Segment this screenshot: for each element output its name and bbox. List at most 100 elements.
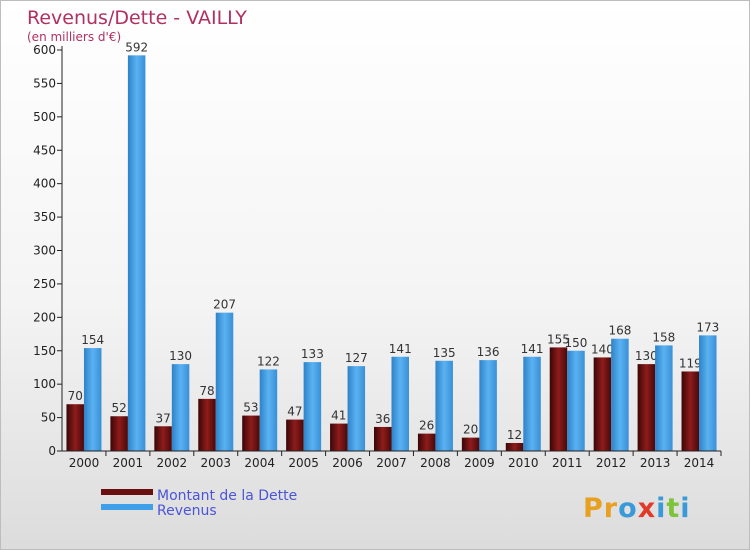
bar-revenus xyxy=(435,360,453,451)
y-tick-label: 450 xyxy=(33,143,56,157)
bar-revenus xyxy=(347,366,366,451)
svg-text:Proxiti: Proxiti xyxy=(583,493,691,524)
legend: Montant de la Dette Revenus xyxy=(101,488,297,519)
bar-dette xyxy=(242,415,260,451)
value-label-revenus: 173 xyxy=(696,320,719,334)
x-tick-label: 2012 xyxy=(596,456,627,470)
bar-revenus xyxy=(303,362,322,451)
bar-revenus xyxy=(171,364,190,451)
proxiti-logo: Proxiti xyxy=(583,493,691,524)
y-tick-label: 250 xyxy=(33,277,56,291)
value-label-revenus: 150 xyxy=(565,336,588,350)
chart-title: Revenus/Dette - VAILLY xyxy=(27,7,247,29)
bar-revenus xyxy=(523,356,541,451)
value-label-dette: 20 xyxy=(463,423,478,437)
bar-dette xyxy=(505,442,524,451)
bar-dette xyxy=(549,347,568,451)
value-label-revenus: 136 xyxy=(477,345,500,359)
bar-revenus xyxy=(259,369,278,451)
value-label-dette: 52 xyxy=(112,401,127,415)
legend-label-dette: Montant de la Dette xyxy=(157,488,297,504)
value-label-revenus: 141 xyxy=(521,342,544,356)
value-label-dette: 119 xyxy=(679,356,702,370)
value-label-dette: 12 xyxy=(507,428,522,442)
y-tick-label: 50 xyxy=(41,411,56,425)
x-tick-label: 2009 xyxy=(464,456,495,470)
x-tick-label: 2013 xyxy=(640,456,671,470)
x-tick-label: 2006 xyxy=(332,456,363,470)
y-axis: 0 50 100 150 200 250 300 350 400 450 500 550 600 xyxy=(33,43,63,458)
value-label-revenus: 141 xyxy=(389,342,412,356)
bar-dette xyxy=(417,433,436,451)
x-tick-label: 2008 xyxy=(420,456,451,470)
bar-dette xyxy=(110,416,128,451)
bar-revenus xyxy=(567,350,585,451)
value-label-revenus: 592 xyxy=(125,40,148,54)
bar-dette xyxy=(637,364,656,451)
x-tick-label: 2003 xyxy=(200,456,231,470)
value-label-dette: 36 xyxy=(375,412,390,426)
y-tick-label: 350 xyxy=(33,210,56,224)
bar-dette xyxy=(593,357,612,451)
value-label-revenus: 135 xyxy=(433,346,456,360)
legend-swatch-dette xyxy=(101,489,153,495)
chart-subtitle: (en milliers d'€) xyxy=(27,30,121,44)
bar-revenus xyxy=(611,338,629,451)
y-tick-label: 600 xyxy=(33,43,56,57)
value-label-revenus: 158 xyxy=(652,330,675,344)
value-label-dette: 41 xyxy=(331,409,346,423)
value-label-dette: 155 xyxy=(547,332,570,346)
y-tick-label: 100 xyxy=(33,377,56,391)
bar-dette xyxy=(286,419,304,451)
bar-dette xyxy=(681,371,700,451)
value-label-revenus: 154 xyxy=(81,333,104,347)
bar-dette xyxy=(330,423,348,451)
value-label-revenus: 130 xyxy=(169,349,192,363)
value-label-revenus: 133 xyxy=(301,347,324,361)
value-label-revenus: 127 xyxy=(345,351,368,365)
value-label-revenus: 168 xyxy=(608,324,631,338)
bar-dette xyxy=(198,398,216,451)
value-label-dette: 78 xyxy=(199,384,214,398)
bars: 70 154 52 592 37 130 78 207 53 122 47 133 41 127 36 141… xyxy=(66,40,719,451)
legend-swatch-revenus xyxy=(101,504,153,510)
y-tick-label: 150 xyxy=(33,344,56,358)
value-label-revenus: 122 xyxy=(257,354,280,368)
legend-label-revenus: Revenus xyxy=(157,503,217,519)
bar-dette xyxy=(461,437,480,451)
y-tick-label: 300 xyxy=(33,244,56,258)
bar-dette xyxy=(154,426,172,451)
x-tick-label: 2005 xyxy=(288,456,319,470)
bar-revenus xyxy=(699,335,717,451)
x-tick-label: 2000 xyxy=(69,456,100,470)
bar-dette xyxy=(66,404,84,451)
value-label-dette: 130 xyxy=(635,349,658,363)
bar-dette xyxy=(374,426,392,451)
x-tick-label: 2001 xyxy=(113,456,144,470)
value-label-revenus: 207 xyxy=(213,298,236,312)
bar-revenus xyxy=(83,348,102,451)
y-tick-label: 550 xyxy=(33,76,56,90)
y-tick-label: 500 xyxy=(33,110,56,124)
value-label-dette: 140 xyxy=(591,342,614,356)
x-tick-label: 2002 xyxy=(157,456,188,470)
y-tick-label: 0 xyxy=(48,444,56,458)
bar-revenus xyxy=(127,55,146,451)
x-tick-label: 2014 xyxy=(684,456,715,470)
bar-revenus xyxy=(391,356,409,451)
x-tick-label: 2010 xyxy=(508,456,539,470)
bar-revenus xyxy=(655,345,673,451)
bar-revenus xyxy=(215,312,234,451)
y-tick-label: 400 xyxy=(33,177,56,191)
x-tick-label: 2011 xyxy=(552,456,583,470)
bar-revenus xyxy=(479,360,497,451)
x-tick-label: 2004 xyxy=(244,456,275,470)
x-tick-label: 2007 xyxy=(376,456,407,470)
x-axis: 2000 2001 2002 2003 2004 2005 2006 2007 2008 2009… xyxy=(62,450,722,470)
value-label-dette: 26 xyxy=(419,419,434,433)
value-label-dette: 70 xyxy=(68,389,83,403)
value-label-dette: 47 xyxy=(287,405,302,419)
value-label-dette: 53 xyxy=(243,401,258,415)
